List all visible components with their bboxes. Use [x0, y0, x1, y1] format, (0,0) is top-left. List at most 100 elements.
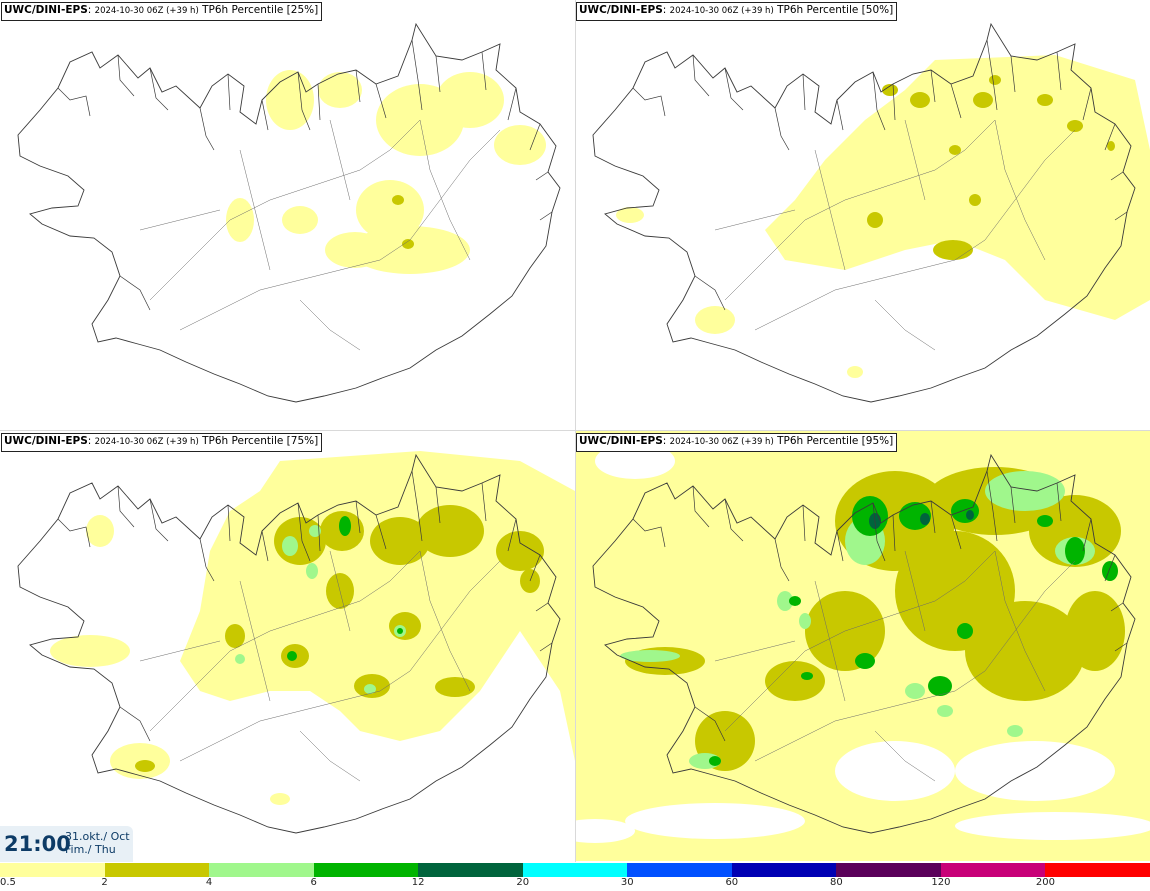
colorbar-label: 20	[516, 877, 530, 888]
precip-area	[86, 515, 114, 547]
precip-area	[339, 516, 351, 536]
map-panel-p25: UWC/DINI-EPS: 2024-10-30 06Z (+39 h) TP6…	[0, 0, 575, 430]
fjord-lines	[632, 470, 1128, 742]
precip-area	[765, 661, 825, 701]
precip-area	[370, 517, 430, 565]
precip-area	[928, 676, 952, 696]
precip-area	[364, 684, 376, 694]
precip-area	[1029, 495, 1121, 567]
precip-area	[937, 705, 953, 717]
precip-area	[225, 624, 245, 648]
colorbar-segment	[418, 863, 523, 877]
precip-map-p75	[17, 451, 575, 834]
precip-area	[801, 672, 813, 680]
precip-area	[616, 207, 644, 223]
precip-area	[1065, 591, 1125, 671]
precip-area	[985, 471, 1065, 511]
precip-area	[695, 306, 735, 334]
precip-area	[847, 366, 863, 378]
precip-area	[266, 70, 314, 130]
precip-area	[356, 180, 424, 240]
precip-area	[1007, 725, 1023, 737]
precip-area	[905, 683, 925, 699]
precip-area	[1037, 94, 1053, 106]
colorbar-segment	[522, 863, 628, 877]
precip-area	[620, 650, 680, 662]
map-panel-p75: UWC/DINI-EPS: 2024-10-30 06Z (+39 h) TP6…	[0, 431, 575, 861]
panel-title: UWC/DINI-EPS: 2024-10-30 06Z (+39 h) TP6…	[1, 2, 323, 21]
panel-title: UWC/DINI-EPS: 2024-10-30 06Z (+39 h) TP6…	[576, 2, 898, 21]
precip-area	[949, 145, 961, 155]
boundary-lines	[139, 119, 501, 351]
valid-date-weekday: Fim./ Thu	[65, 843, 116, 856]
precip-area	[709, 756, 721, 766]
precip-area	[318, 72, 362, 108]
precip-area	[777, 591, 793, 611]
precip-area	[1067, 120, 1083, 132]
precip-area	[50, 635, 130, 667]
precip-area	[282, 536, 298, 556]
precip-area	[882, 84, 898, 96]
colorbar-label: 4	[205, 877, 213, 888]
dry-area	[625, 803, 805, 839]
precip-area	[989, 75, 1001, 85]
precip-area	[397, 628, 403, 634]
dry-area	[575, 819, 635, 843]
colorbar-segment	[731, 863, 837, 877]
colorbar-label: 6	[310, 877, 317, 888]
precip-area	[270, 793, 290, 805]
coastline	[592, 22, 1136, 403]
colorbar-label: 60	[725, 877, 739, 888]
colorbar-label: 30	[620, 877, 634, 888]
panel-title: UWC/DINI-EPS: 2024-10-30 06Z (+39 h) TP6…	[1, 433, 323, 452]
precip-area	[969, 194, 981, 206]
colorbar-label: 0.5	[0, 877, 16, 888]
colorbar-label: 80	[829, 877, 843, 888]
valid-time-box: 21:00 31.okt./ Oct Fim./ Thu	[0, 826, 133, 862]
colorbar-labels: 0.5 2 4 6 12 20 30 60 80 120 200	[0, 877, 1150, 891]
precip-area	[309, 525, 321, 537]
precip-area	[306, 563, 318, 579]
precip-map-p95	[575, 431, 1150, 861]
fjord-lines	[57, 470, 553, 742]
precip-area	[180, 451, 575, 761]
precip-area	[957, 623, 973, 639]
precip-area	[282, 206, 318, 234]
precip-area	[1065, 537, 1085, 565]
panel-divider	[0, 430, 1150, 431]
precip-area	[389, 612, 421, 640]
precip-area	[933, 240, 973, 260]
panel-divider	[575, 0, 576, 862]
boundary-lines	[139, 550, 501, 782]
map-panel-p50: UWC/DINI-EPS: 2024-10-30 06Z (+39 h) TP6…	[575, 0, 1150, 430]
colorbar-label: 2	[101, 877, 108, 888]
panel-title: UWC/DINI-EPS: 2024-10-30 06Z (+39 h) TP6…	[576, 433, 898, 452]
fjord-lines	[57, 39, 553, 311]
coastline	[17, 22, 561, 403]
precip-area	[966, 510, 974, 520]
colorbar-segment	[0, 863, 105, 877]
colorbar-segment	[627, 863, 732, 877]
precip-area	[135, 760, 155, 772]
precip-map-p50	[592, 22, 1150, 403]
colorbar-segment	[209, 863, 314, 877]
precip-area	[855, 653, 875, 669]
colorbar-segment	[836, 863, 941, 877]
coastline	[592, 453, 1136, 834]
dry-area	[955, 741, 1115, 801]
precip-area	[1102, 561, 1118, 581]
precip-area	[325, 232, 385, 268]
colorbar-label: 120	[931, 877, 951, 888]
precip-area	[867, 212, 883, 228]
precip-area	[765, 55, 1150, 320]
precip-area	[235, 654, 245, 664]
colorbar-label: 200	[1035, 877, 1055, 888]
precip-area	[392, 195, 404, 205]
valid-time: 21:00	[4, 832, 71, 856]
precip-map-p25	[17, 22, 561, 403]
precip-area	[1107, 141, 1115, 151]
precip-area	[494, 125, 546, 165]
colorbar-segment	[940, 863, 1046, 877]
precip-area	[910, 92, 930, 108]
precip-area	[226, 198, 254, 242]
